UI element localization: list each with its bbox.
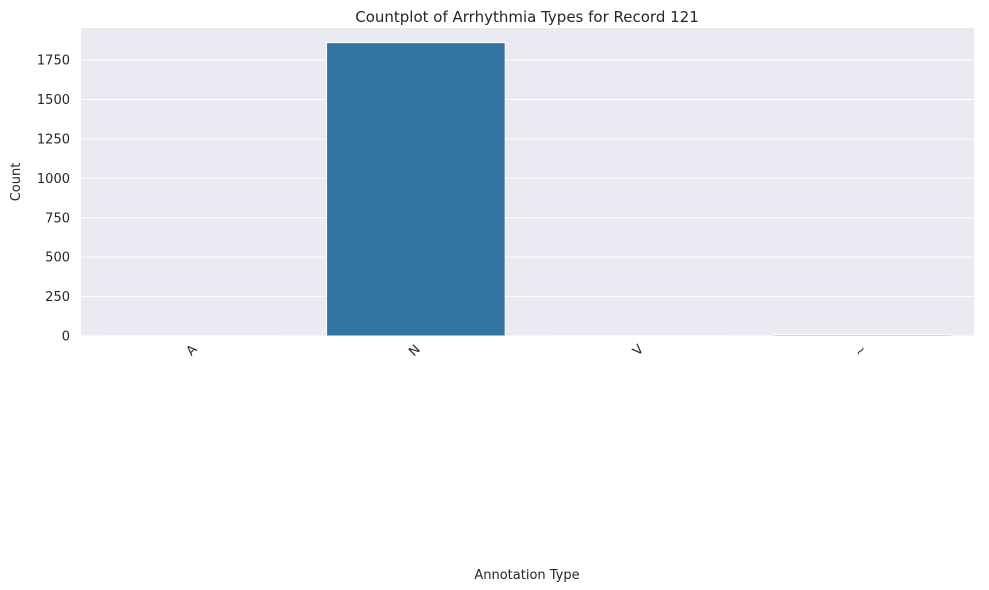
y-axis-label: Count: [9, 163, 24, 202]
x-tick-label: ~: [852, 342, 870, 360]
x-tick-label: N: [406, 342, 423, 359]
x-tick-label: V: [630, 342, 647, 359]
grid-lines: [81, 59, 974, 337]
y-tick-label: 1750: [37, 54, 70, 69]
y-tick-label: 500: [45, 251, 70, 266]
y-tick-label: 1250: [37, 132, 70, 147]
bars: [102, 42, 953, 337]
x-tick-labels: A N V ~: [184, 342, 871, 360]
bar-n: [326, 42, 506, 337]
y-tick-label: 750: [45, 211, 70, 226]
plot-area: [81, 28, 974, 336]
bar-tilde: [772, 334, 953, 337]
x-axis-label: Annotation Type: [474, 568, 579, 583]
y-tick-label: 250: [45, 290, 70, 305]
y-tick-labels: 0 250 500 750 1000 1250 1500 1750: [37, 54, 70, 345]
y-tick-label: 0: [62, 330, 70, 345]
y-tick-label: 1500: [37, 93, 70, 108]
y-tick-label: 1000: [37, 172, 70, 187]
chart-title: Countplot of Arrhythmia Types for Record…: [355, 8, 699, 26]
x-tick-label: A: [184, 342, 201, 359]
